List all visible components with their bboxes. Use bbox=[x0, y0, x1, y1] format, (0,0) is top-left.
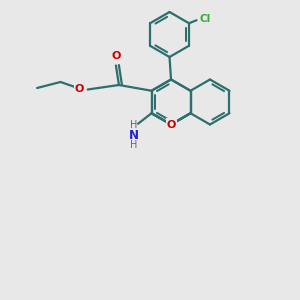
Text: N: N bbox=[128, 129, 139, 142]
Text: O: O bbox=[167, 119, 176, 130]
Text: Cl: Cl bbox=[200, 14, 211, 24]
Text: H: H bbox=[130, 140, 137, 150]
Text: O: O bbox=[75, 85, 84, 94]
Text: H: H bbox=[130, 120, 137, 130]
Text: O: O bbox=[111, 51, 121, 61]
Text: O: O bbox=[166, 119, 176, 130]
